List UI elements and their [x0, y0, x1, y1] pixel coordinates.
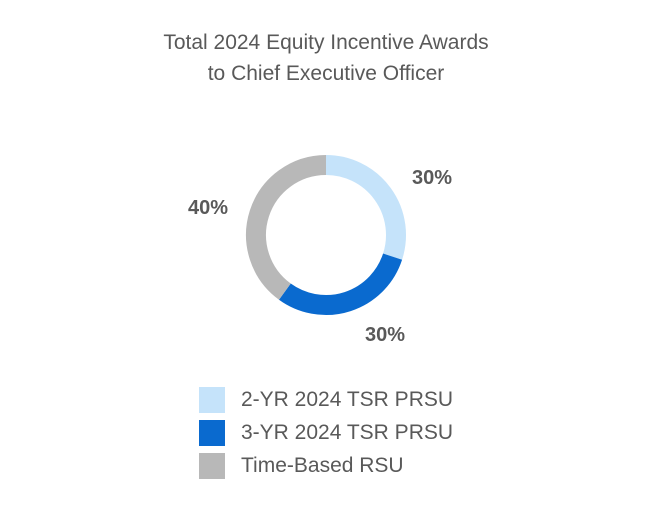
chart-title-line-1: Total 2024 Equity Incentive Awards [163, 31, 489, 54]
slice-time-based-rsu [246, 155, 327, 300]
legend-item-3yr-prsu: 3-YR 2024 TSR PRSU [199, 416, 453, 449]
legend-swatch-time-based-rsu [199, 452, 225, 479]
slice-3yr-prsu [278, 253, 403, 315]
legend-label-time-based-rsu: Time-Based RSU [241, 453, 404, 477]
data-label-time-based-rsu: 40% [188, 197, 228, 219]
legend-label-2yr-prsu: 2-YR 2024 TSR PRSU [241, 387, 454, 411]
legend-item-2yr-prsu: 2-YR 2024 TSR PRSU [199, 383, 453, 416]
slice-2yr-prsu [325, 155, 406, 260]
chart-legend: 2-YR 2024 TSR PRSU 3-YR 2024 TSR PRSU Ti… [199, 383, 453, 482]
legend-label-3yr-prsu: 3-YR 2024 TSR PRSU [241, 420, 454, 444]
legend-item-time-based-rsu: Time-Based RSU [199, 449, 453, 482]
chart-title-line-2: to Chief Executive Officer [207, 62, 445, 85]
legend-swatch-2yr-prsu [199, 386, 225, 413]
legend-swatch-3yr-prsu [199, 419, 225, 446]
data-label-3yr-prsu: 30% [365, 324, 405, 346]
data-label-2yr-prsu: 30% [412, 167, 452, 189]
